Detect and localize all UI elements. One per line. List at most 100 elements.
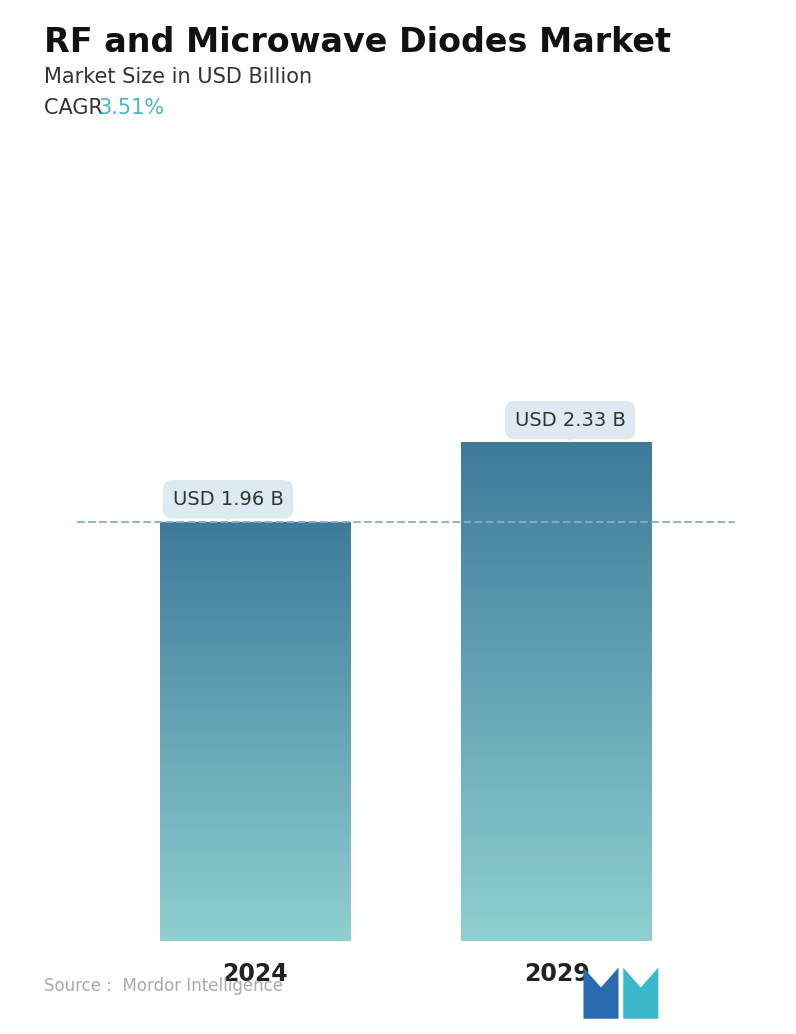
Bar bbox=[461, 659, 653, 660]
Bar bbox=[159, 871, 351, 873]
Bar bbox=[159, 544, 351, 545]
Bar bbox=[461, 584, 653, 585]
Bar bbox=[461, 516, 653, 517]
Bar bbox=[159, 558, 351, 559]
Bar bbox=[159, 933, 351, 934]
Bar bbox=[159, 865, 351, 866]
Bar bbox=[159, 878, 351, 880]
Bar bbox=[461, 727, 653, 728]
Bar bbox=[159, 899, 351, 901]
Bar bbox=[159, 801, 351, 802]
Bar bbox=[159, 720, 351, 722]
Bar bbox=[159, 718, 351, 719]
Bar bbox=[159, 877, 351, 878]
Bar bbox=[159, 804, 351, 805]
Bar bbox=[159, 668, 351, 670]
Bar bbox=[159, 762, 351, 763]
Bar bbox=[159, 810, 351, 811]
Bar bbox=[159, 691, 351, 692]
Bar bbox=[159, 898, 351, 899]
Bar bbox=[159, 533, 351, 535]
Bar bbox=[461, 728, 653, 730]
Bar bbox=[461, 788, 653, 790]
Bar bbox=[461, 604, 653, 605]
Bar bbox=[159, 664, 351, 666]
Bar bbox=[461, 901, 653, 903]
Bar bbox=[461, 454, 653, 456]
Bar bbox=[461, 796, 653, 798]
Bar bbox=[461, 702, 653, 703]
Bar bbox=[159, 769, 351, 770]
Bar bbox=[461, 574, 653, 575]
Bar bbox=[159, 938, 351, 940]
Bar bbox=[159, 531, 351, 533]
Bar bbox=[159, 909, 351, 910]
Bar bbox=[461, 769, 653, 771]
Bar bbox=[461, 761, 653, 763]
Bar bbox=[159, 614, 351, 615]
Bar bbox=[159, 854, 351, 856]
Bar bbox=[159, 936, 351, 937]
Bar bbox=[461, 837, 653, 838]
Bar bbox=[159, 655, 351, 656]
Bar bbox=[159, 825, 351, 826]
Bar bbox=[159, 639, 351, 640]
Bar bbox=[461, 503, 653, 504]
Bar bbox=[461, 785, 653, 787]
Bar bbox=[159, 910, 351, 912]
Bar bbox=[461, 866, 653, 868]
Bar bbox=[461, 758, 653, 760]
Bar bbox=[159, 600, 351, 602]
Bar bbox=[461, 705, 653, 706]
Bar bbox=[159, 672, 351, 674]
Bar bbox=[461, 473, 653, 474]
Bar bbox=[461, 621, 653, 624]
Bar bbox=[461, 492, 653, 494]
Bar bbox=[159, 742, 351, 743]
Bar bbox=[159, 709, 351, 710]
Bar bbox=[159, 735, 351, 737]
Bar bbox=[159, 847, 351, 849]
Bar bbox=[159, 794, 351, 795]
Bar bbox=[159, 706, 351, 707]
Bar bbox=[159, 667, 351, 668]
Bar bbox=[159, 869, 351, 870]
Bar bbox=[159, 822, 351, 823]
Bar bbox=[461, 881, 653, 883]
Bar bbox=[461, 660, 653, 662]
Bar bbox=[159, 592, 351, 595]
Bar bbox=[461, 670, 653, 672]
Bar bbox=[159, 913, 351, 914]
Bar bbox=[461, 722, 653, 723]
Bar bbox=[159, 802, 351, 804]
Bar bbox=[461, 880, 653, 881]
Bar bbox=[159, 866, 351, 869]
Bar bbox=[159, 914, 351, 916]
Bar bbox=[159, 587, 351, 588]
Bar bbox=[461, 615, 653, 617]
Bar bbox=[159, 896, 351, 898]
Bar bbox=[159, 733, 351, 734]
Bar bbox=[461, 861, 653, 862]
Bar bbox=[461, 552, 653, 554]
Bar bbox=[159, 595, 351, 596]
Bar bbox=[159, 584, 351, 586]
Bar bbox=[159, 817, 351, 818]
Text: Market Size in USD Billion: Market Size in USD Billion bbox=[44, 67, 312, 87]
Bar bbox=[159, 845, 351, 846]
Bar bbox=[159, 758, 351, 759]
Bar bbox=[461, 924, 653, 926]
Bar bbox=[461, 774, 653, 777]
Bar bbox=[159, 560, 351, 562]
Bar bbox=[461, 557, 653, 558]
Bar bbox=[461, 588, 653, 590]
Bar bbox=[461, 763, 653, 765]
Bar bbox=[461, 482, 653, 484]
Bar bbox=[461, 640, 653, 642]
Bar bbox=[159, 624, 351, 626]
Bar bbox=[159, 858, 351, 860]
Bar bbox=[461, 921, 653, 922]
Bar bbox=[461, 542, 653, 544]
Bar bbox=[461, 894, 653, 896]
Bar bbox=[461, 886, 653, 888]
